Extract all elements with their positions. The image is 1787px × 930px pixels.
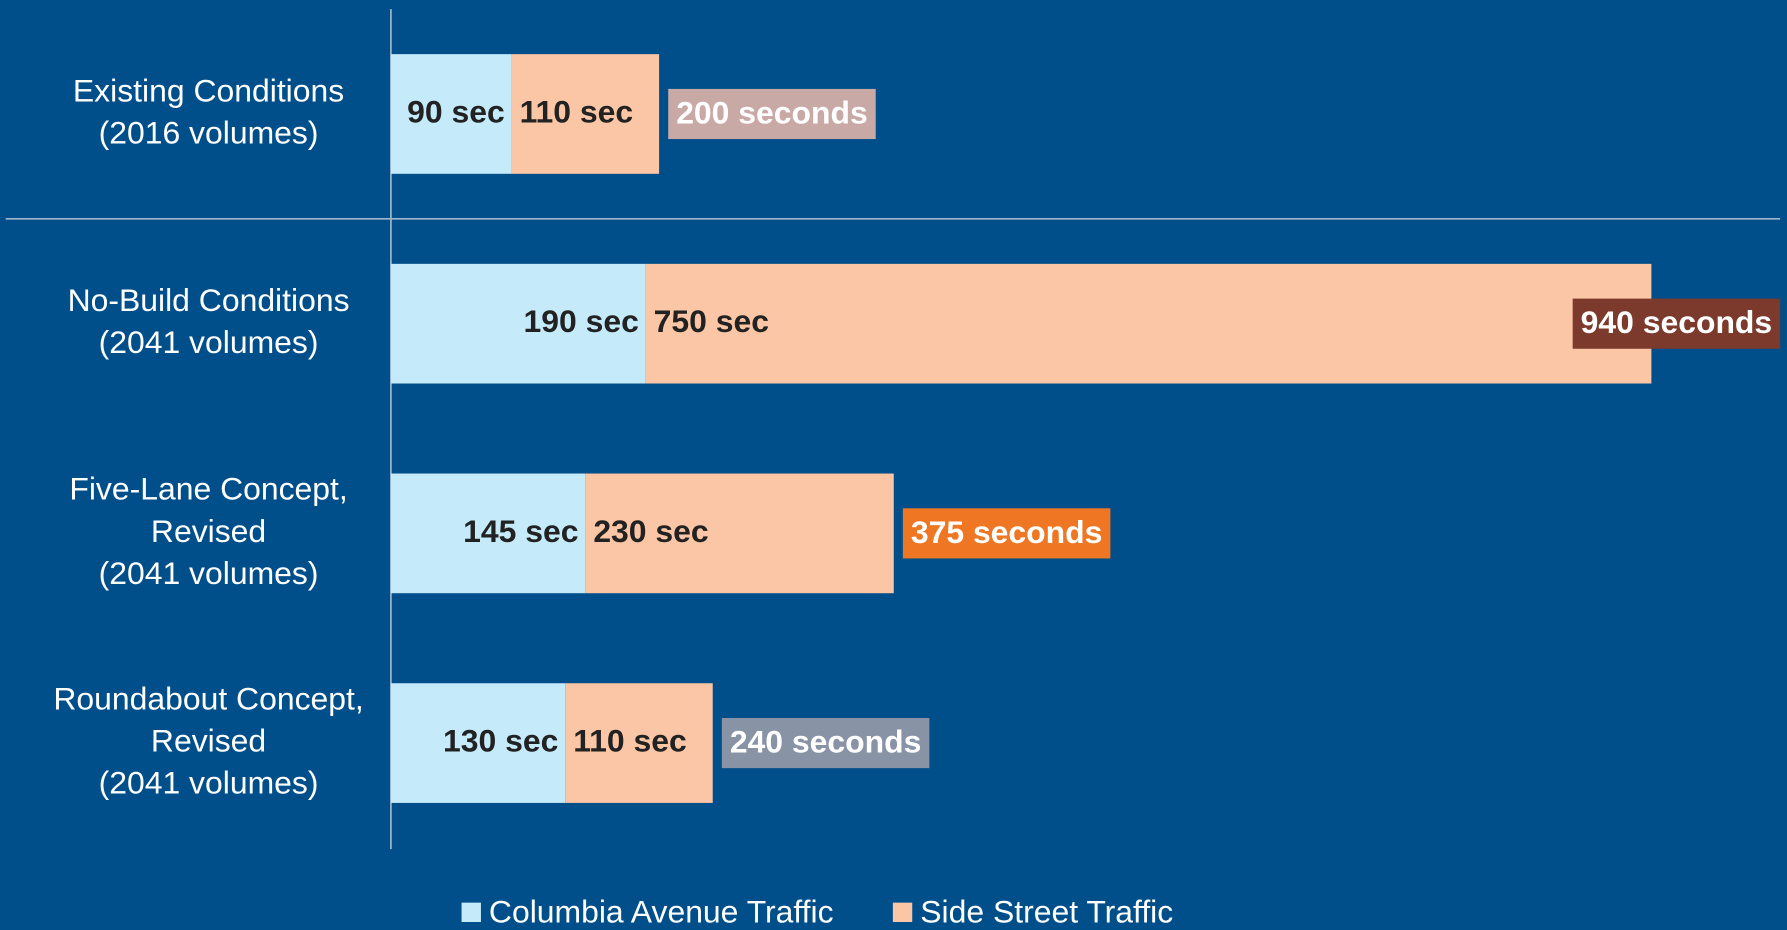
legend-swatch bbox=[892, 902, 913, 923]
total-label-group: 375 seconds bbox=[902, 508, 1111, 559]
category-label: (2041 volumes) bbox=[99, 555, 319, 591]
total-label-group: 940 seconds bbox=[1572, 298, 1781, 349]
category-label: No-Build Conditions bbox=[68, 282, 350, 318]
bar-segment bbox=[585, 473, 894, 594]
total-label-box bbox=[668, 88, 876, 140]
value-label: 145 sec bbox=[463, 513, 578, 549]
total-label-box bbox=[721, 718, 930, 769]
total-label: 375 seconds bbox=[911, 514, 1103, 550]
value-label: 110 sec bbox=[520, 93, 634, 129]
total-label: 940 seconds bbox=[1581, 304, 1773, 340]
bar-segment bbox=[645, 263, 1652, 384]
legend-label: Side Street Traffic bbox=[920, 893, 1173, 929]
category-label: Five-Lane Concept, bbox=[69, 471, 347, 507]
total-label-group: 200 seconds bbox=[668, 88, 876, 140]
bar-segment bbox=[390, 473, 586, 594]
value-label: 130 sec bbox=[443, 723, 558, 759]
value-label: 110 sec bbox=[573, 723, 687, 759]
category-label: Existing Conditions bbox=[73, 72, 344, 108]
total-label-box bbox=[902, 508, 1111, 559]
legend-label: Columbia Avenue Traffic bbox=[489, 893, 834, 929]
category-label: (2016 volumes) bbox=[99, 114, 319, 150]
bar-segment bbox=[565, 683, 713, 803]
legend-swatch bbox=[461, 902, 481, 923]
value-label: 190 sec bbox=[524, 303, 639, 339]
bar-segment bbox=[390, 263, 646, 384]
total-label: 240 seconds bbox=[730, 724, 922, 760]
category-label: (2041 volumes) bbox=[99, 324, 319, 360]
value-label: 750 sec bbox=[654, 303, 769, 339]
total-label-box bbox=[1572, 298, 1781, 349]
value-label: 90 sec bbox=[407, 93, 505, 129]
bar-segment bbox=[390, 683, 566, 803]
total-label: 200 seconds bbox=[676, 95, 868, 131]
category-label: Revised bbox=[151, 723, 266, 759]
category-label: (2041 volumes) bbox=[99, 765, 319, 801]
bar-segment bbox=[390, 54, 512, 174]
category-label: Roundabout Concept, bbox=[53, 680, 363, 716]
bar-segment bbox=[511, 54, 660, 174]
total-label-group: 240 seconds bbox=[721, 718, 930, 769]
value-label: 230 sec bbox=[593, 513, 708, 549]
category-label: Revised bbox=[151, 513, 266, 549]
